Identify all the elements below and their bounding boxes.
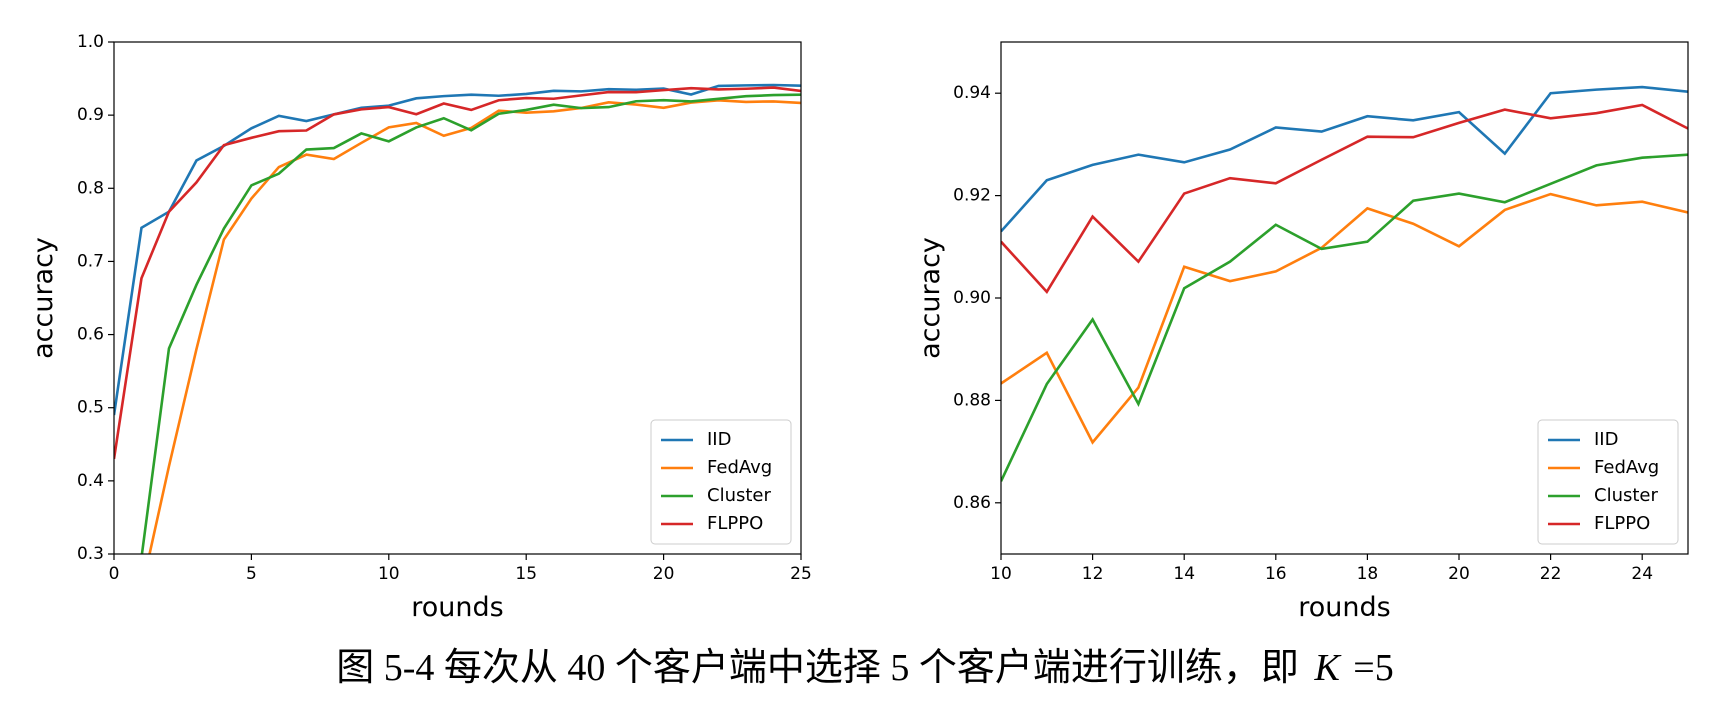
axes-frame <box>113 41 802 555</box>
y-tick-label: 0.6 <box>77 325 104 345</box>
y-axis-label: accuracy <box>28 237 59 359</box>
caption-variable: K <box>1313 647 1341 689</box>
x-axis-label: rounds <box>1298 592 1390 623</box>
x-tick-label: 5 <box>246 564 257 584</box>
series-line <box>148 98 801 554</box>
legend: IID FedAvg Cluster FLPPO <box>650 419 792 545</box>
y-tick-label: 0.5 <box>77 398 104 418</box>
x-tick-label: 10 <box>990 564 1012 584</box>
x-tick-label: 18 <box>1357 564 1379 584</box>
x-tick-label: 25 <box>790 564 812 584</box>
y-tick-label: 0.8 <box>77 178 104 198</box>
y-tick-label: 0.94 <box>953 83 991 103</box>
series-line <box>1001 192 1688 445</box>
x-tick-label: 14 <box>1173 564 1195 584</box>
y-tick-label: 0.3 <box>77 544 104 564</box>
x-tick-label: 16 <box>1265 564 1287 584</box>
legend-label: FedAvg <box>1594 457 1659 478</box>
x-tick-label: 24 <box>1631 564 1653 584</box>
y-tick-label: 0.4 <box>77 471 104 491</box>
y-axis-label: accuracy <box>915 237 946 359</box>
axes-frame <box>1000 41 1689 555</box>
legend-box <box>1537 419 1679 545</box>
legend: IID FedAvg Cluster FLPPO <box>1537 419 1679 545</box>
series-line <box>1001 85 1688 233</box>
x-tick-label: 10 <box>378 564 400 584</box>
legend-label: Cluster <box>1594 485 1658 506</box>
x-tick-label: 12 <box>1082 564 1104 584</box>
caption-suffix: =5 <box>1353 647 1393 689</box>
series-line <box>114 86 801 460</box>
x-tick-label: 20 <box>653 564 675 584</box>
legend-box <box>650 419 792 545</box>
series-line <box>1001 153 1688 482</box>
y-tick-label: 0.7 <box>77 251 104 271</box>
x-tick-label: 15 <box>515 564 537 584</box>
series-line <box>140 93 801 554</box>
legend-label: FedAvg <box>707 457 772 478</box>
legend-label: FLPPO <box>707 513 763 534</box>
caption: 图 5-4 每次从 40 个客户端中选择 5 个客户端进行训练，即 K =5 <box>336 647 1393 689</box>
y-tick-label: 0.86 <box>953 493 991 513</box>
series-line <box>1001 103 1688 295</box>
y-tick-label: 0.92 <box>953 186 991 206</box>
subplot: 10 12 14 16 18 20 22 24 0.86 0.88 0.90 0.92 0.94 roun… <box>915 41 1689 623</box>
legend-label: FLPPO <box>1594 513 1650 534</box>
legend-label: IID <box>707 429 731 450</box>
legend-label: IID <box>1594 429 1618 450</box>
caption-text: 图 5-4 每次从 40 个客户端中选择 5 个客户端进行训练，即 <box>336 647 1299 689</box>
x-tick-label: 0 <box>109 564 120 584</box>
y-tick-label: 0.90 <box>953 288 991 308</box>
legend-label: Cluster <box>707 485 771 506</box>
y-tick-label: 0.88 <box>953 390 991 410</box>
y-tick-label: 1.0 <box>77 32 104 52</box>
x-tick-label: 20 <box>1448 564 1470 584</box>
subplot: 0 5 10 15 20 25 0.3 0.4 0.5 0.6 0.7 0.8 0.9 1.0 rounds… <box>28 32 812 623</box>
x-tick-label: 22 <box>1540 564 1562 584</box>
x-axis-label: rounds <box>411 592 503 623</box>
y-tick-label: 0.9 <box>77 105 104 125</box>
